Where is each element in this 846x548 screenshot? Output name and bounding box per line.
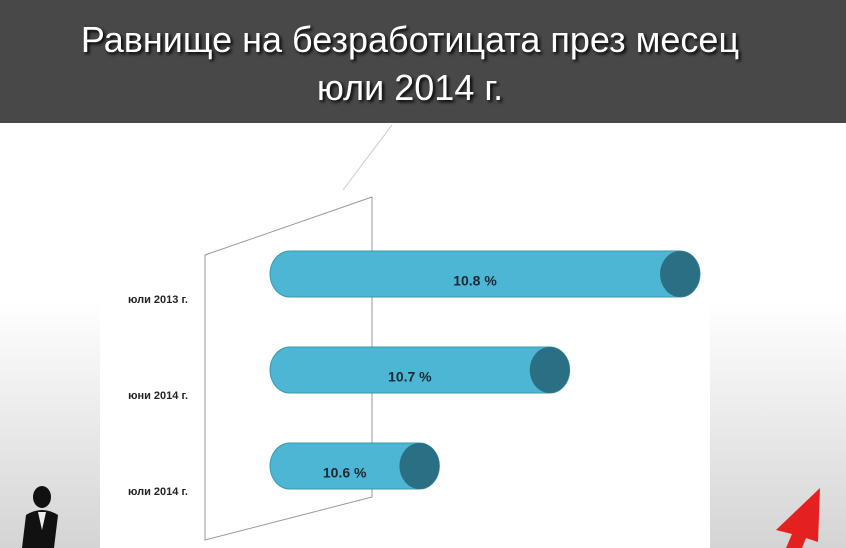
category-label: юни 2014 г.	[128, 390, 188, 402]
header-bar: Равнище на безработицата през месец юли …	[0, 0, 846, 123]
category-label: юли 2014 г.	[128, 486, 188, 498]
decor-line	[342, 124, 393, 191]
value-label: 10.6 %	[323, 465, 367, 481]
bar-cap	[660, 251, 700, 297]
bar-cap	[399, 443, 440, 489]
bar-cap	[529, 347, 570, 393]
category-label: юли 2013 г.	[128, 294, 188, 306]
person-figure	[22, 486, 58, 548]
value-label: 10.8 %	[453, 273, 497, 289]
value-label: 10.7 %	[388, 369, 432, 385]
red-arrow-icon	[776, 488, 820, 548]
slide-title: Равнище на безработицата през месец юли …	[80, 19, 740, 108]
axis-wall	[204, 196, 373, 541]
